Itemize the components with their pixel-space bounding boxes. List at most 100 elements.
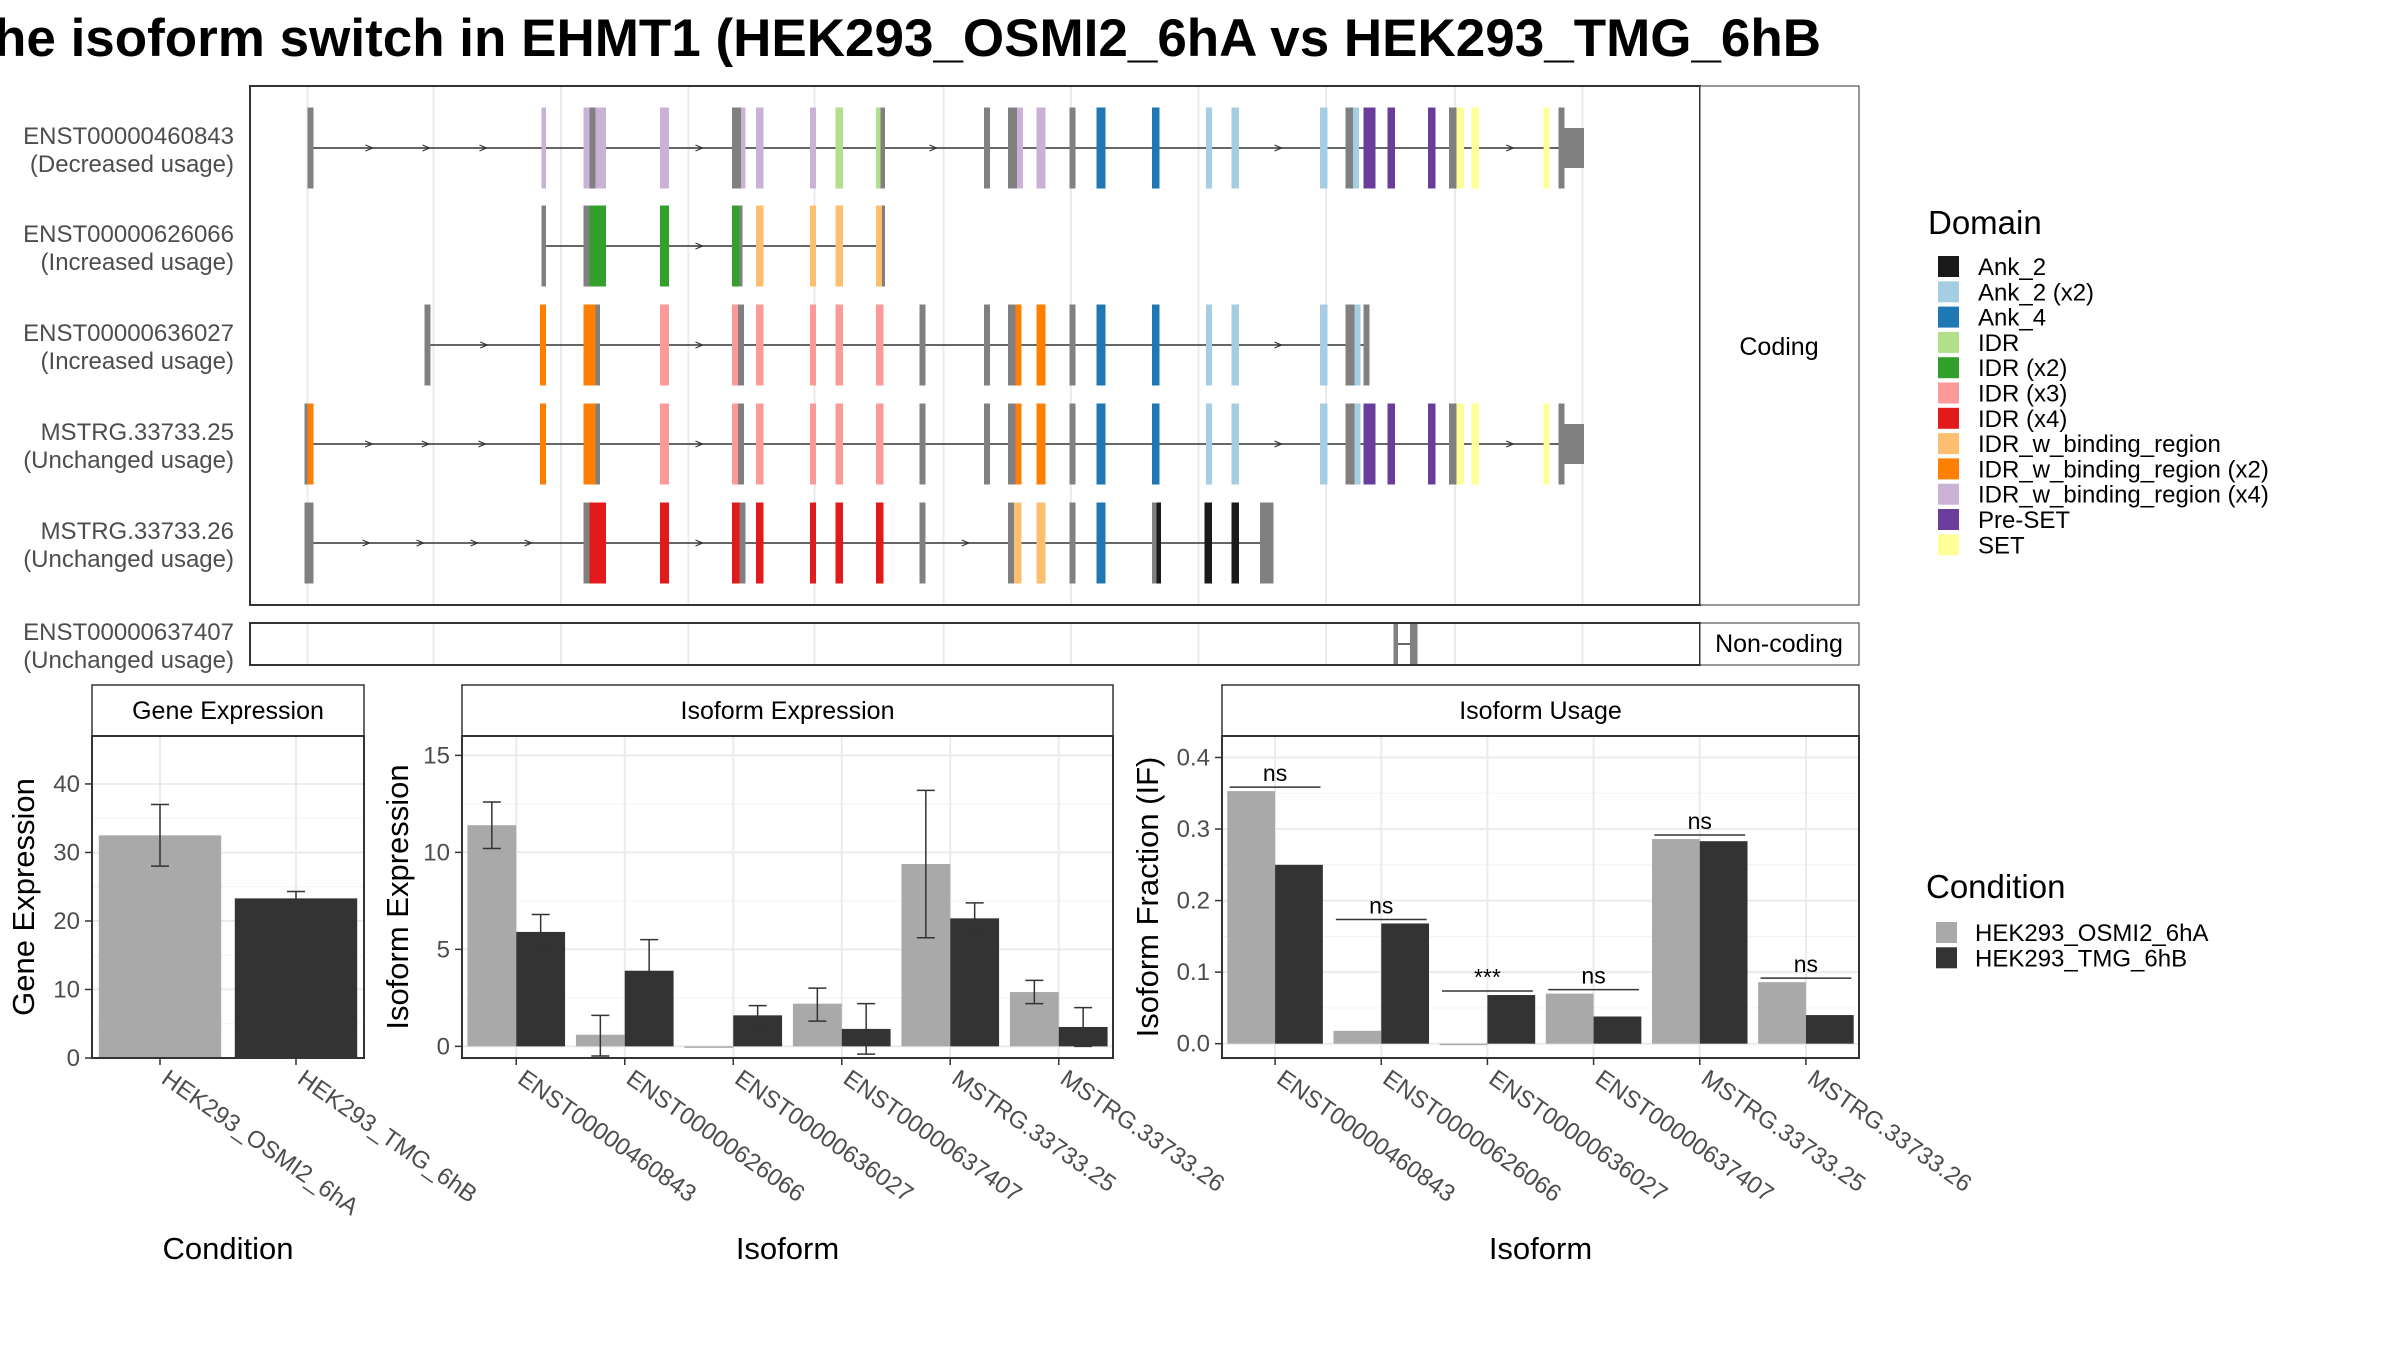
y-axis-title: Gene Expression — [6, 778, 41, 1016]
domain-exon-pre-set — [1428, 403, 1436, 485]
domain-exon-idr-x3 — [756, 304, 764, 386]
exon-block — [919, 304, 926, 386]
domain-exon-ank-2-x2 — [1320, 304, 1328, 386]
domain-exon-pre-set — [1387, 403, 1395, 485]
exon-block — [919, 502, 926, 584]
direction-arrow — [470, 539, 480, 547]
bar — [1333, 1030, 1382, 1044]
domain-exon-idr-w-binding-region — [1014, 502, 1022, 584]
domain-exon-idr-x3 — [876, 403, 884, 485]
legend-key-idr-w-binding-region — [1938, 433, 1959, 455]
domain-exon-idr-x2 — [589, 205, 606, 287]
chart-panel-isoform-expression: Isoform Expression051015ENST00000460843E… — [380, 684, 1229, 1266]
direction-arrow — [416, 539, 426, 547]
legend-label-ank-2: Ank_2 — [1978, 254, 2046, 281]
exon-block — [595, 304, 600, 386]
domain-exon-idr — [835, 107, 843, 189]
transcript-id-label: ENST00000460843 — [23, 123, 234, 150]
domain-exon-idr-x4 — [589, 502, 606, 584]
direction-arrow — [421, 440, 431, 448]
domain-exon-idr-w-binding-region-x2 — [1015, 304, 1022, 386]
domain-exon-idr-x3 — [835, 304, 843, 386]
legend-key-idr — [1938, 331, 1959, 353]
legend-key-ank-2 — [1938, 256, 1959, 277]
panel-title: Isoform Expression — [681, 697, 895, 725]
legend-key-ank-4 — [1938, 306, 1959, 328]
legend-key-ank-2-x2 — [1938, 281, 1959, 303]
transcript-enst00000626066 — [541, 205, 885, 287]
domain-exon-ank-2-x2 — [1353, 107, 1359, 189]
x-tick-label: ENST00000636027 — [730, 1065, 918, 1208]
transcript-enst00000637407 — [1393, 624, 1418, 664]
domain-exon-idr-x3 — [810, 403, 816, 485]
exon-block — [583, 205, 590, 287]
domain-exon-idr-x4 — [810, 502, 816, 584]
domain-exon-pre-set — [1363, 403, 1376, 485]
direction-arrow — [1506, 144, 1515, 152]
legend-key-hek293-osmi2-6ha — [1936, 922, 1957, 943]
exon-block — [1264, 502, 1274, 584]
legend-key-idr-w-binding-region-x4 — [1938, 483, 1959, 505]
transcript-mstrg-33733-26 — [304, 502, 1274, 584]
domain-exon-idr-w-binding-region-x2 — [540, 304, 546, 386]
domain-legend-title: Domain — [1928, 204, 2042, 241]
y-tick-label: 20 — [53, 908, 80, 935]
exon-block — [1008, 403, 1016, 485]
domain-exon-idr-w-binding-region-x2 — [1036, 304, 1046, 386]
transcript-id-label: MSTRG.33733.26 — [41, 518, 234, 545]
legend-key-set — [1938, 534, 1959, 556]
panel-border — [1221, 735, 1860, 1059]
domain-exon-idr-w-binding-region-x2 — [1015, 403, 1022, 485]
domain-exon-idr-x3 — [835, 403, 843, 485]
domain-exon-set — [1543, 107, 1550, 189]
domain-exon-idr-x3 — [732, 403, 738, 485]
transcript-id-label: ENST00000637407 — [23, 619, 234, 646]
bar — [1758, 982, 1806, 1044]
transcript-id-label: ENST00000626066 — [23, 221, 234, 248]
domain-exon-ank-4 — [1152, 107, 1160, 189]
exon-block — [1449, 107, 1457, 189]
legend-label-ank-2-x2: Ank_2 (x2) — [1978, 279, 2094, 306]
direction-arrow — [961, 539, 971, 547]
domain-exon-ank-4 — [1152, 304, 1160, 386]
exon-block — [1410, 624, 1418, 664]
legend-label-pre-set: Pre-SET — [1978, 507, 2070, 534]
exon-block — [307, 107, 314, 189]
x-tick-label: ENST00000636027 — [1484, 1065, 1672, 1208]
exon-block — [1345, 403, 1355, 485]
bar — [1381, 923, 1430, 1044]
domain-exon-ank-4 — [1152, 403, 1160, 485]
legend-label-hek293-osmi2-6ha: HEK293_OSMI2_6hA — [1975, 920, 2208, 947]
exon-block — [882, 205, 885, 287]
y-tick-label: 0.4 — [1177, 744, 1210, 771]
transcript-usage-label: (Unchanged usage) — [23, 546, 234, 573]
y-tick-label: 0.0 — [1177, 1031, 1210, 1058]
coding-strip-label: Coding — [1739, 333, 1818, 361]
domain-exon-set — [1543, 403, 1550, 485]
domain-exon-idr-w-binding-region-x2 — [1036, 403, 1046, 485]
y-tick-label: 10 — [53, 976, 80, 1003]
y-axis-title: Isoform Fraction (IF) — [1130, 757, 1165, 1038]
bar — [98, 835, 222, 1058]
direction-arrow — [695, 242, 705, 250]
x-axis-title: Isoform — [736, 1231, 839, 1266]
x-tick-label: ENST00000626066 — [1378, 1065, 1566, 1208]
exon-block — [1008, 304, 1016, 386]
bar — [1227, 791, 1276, 1044]
domain-exon-ank-2-x2 — [1320, 403, 1328, 485]
exon-block — [304, 403, 308, 485]
noncoding-strip-label: Non-coding — [1715, 630, 1843, 658]
noncoding-panel-border — [249, 622, 1701, 666]
y-tick-label: 40 — [53, 771, 80, 798]
direction-arrow — [1274, 341, 1284, 349]
y-axis-title: Isoform Expression — [380, 764, 415, 1029]
domain-exon-idr-x4 — [835, 502, 843, 584]
domain-exon-ank-4 — [1096, 502, 1106, 584]
legend-label-idr: IDR — [1978, 330, 2019, 357]
bar — [1487, 995, 1536, 1044]
panel-title: Isoform Usage — [1459, 697, 1622, 725]
exon-block — [738, 403, 744, 485]
domain-exon-ank-2-x2 — [1320, 107, 1328, 189]
direction-arrow — [695, 539, 705, 547]
